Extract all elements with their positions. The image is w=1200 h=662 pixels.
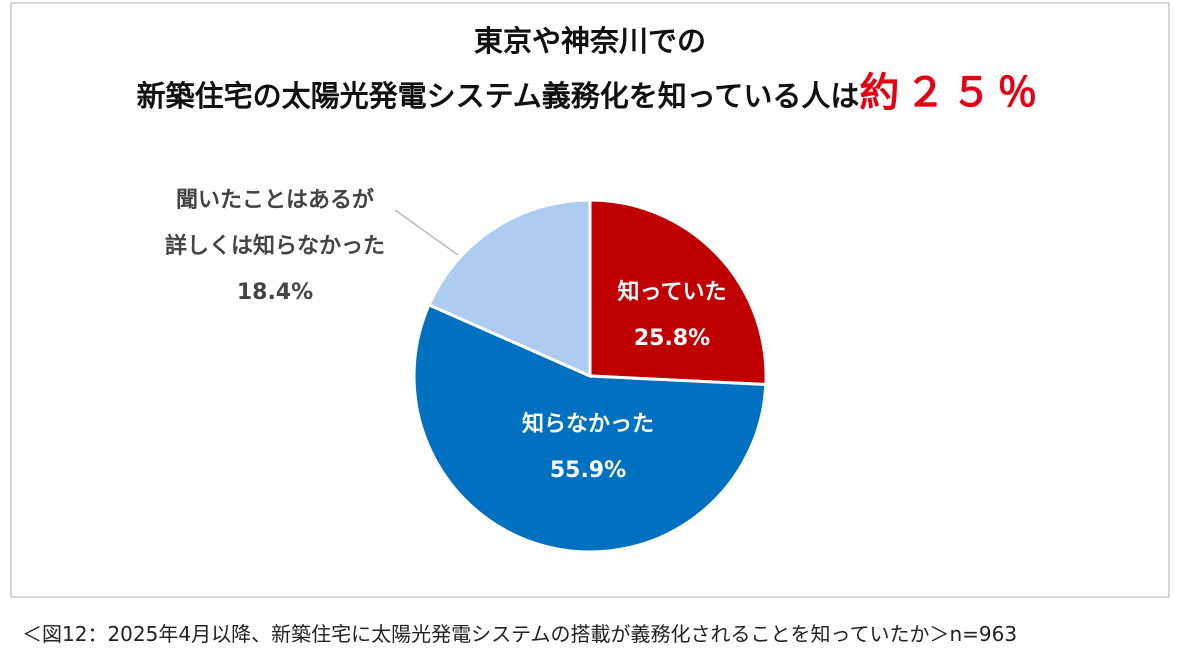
chart-title: 新築住宅の太陽光発電システム義務化を知っている人は約２５％ bbox=[0, 60, 1180, 118]
pie-slice bbox=[427, 198, 592, 379]
leader-line bbox=[394, 209, 459, 256]
slice-label: 知らなかった bbox=[521, 412, 655, 437]
value-label: 25.8% bbox=[633, 326, 711, 351]
slice-label: 聞いたことはあるが 詳しくは知らなかった bbox=[164, 188, 386, 259]
title-highlight: 約２５％ bbox=[859, 70, 1044, 116]
slice-label: 知っていた bbox=[617, 280, 727, 305]
chart-title: 東京や神奈川での bbox=[473, 24, 706, 58]
value-label: 18.4% bbox=[236, 280, 314, 305]
chart-frame bbox=[10, 2, 1170, 598]
caption: ＜図12：2025年4月以降、新築住宅に太陽光発電システムの搭載が義務化されるこ… bbox=[22, 622, 1018, 646]
value-label: 55.9% bbox=[549, 458, 627, 483]
pie-slice bbox=[412, 302, 768, 554]
chart-title: 新築住宅の太陽光発電システム義務化を知っている人は bbox=[136, 79, 860, 113]
pie-slice bbox=[588, 198, 768, 387]
